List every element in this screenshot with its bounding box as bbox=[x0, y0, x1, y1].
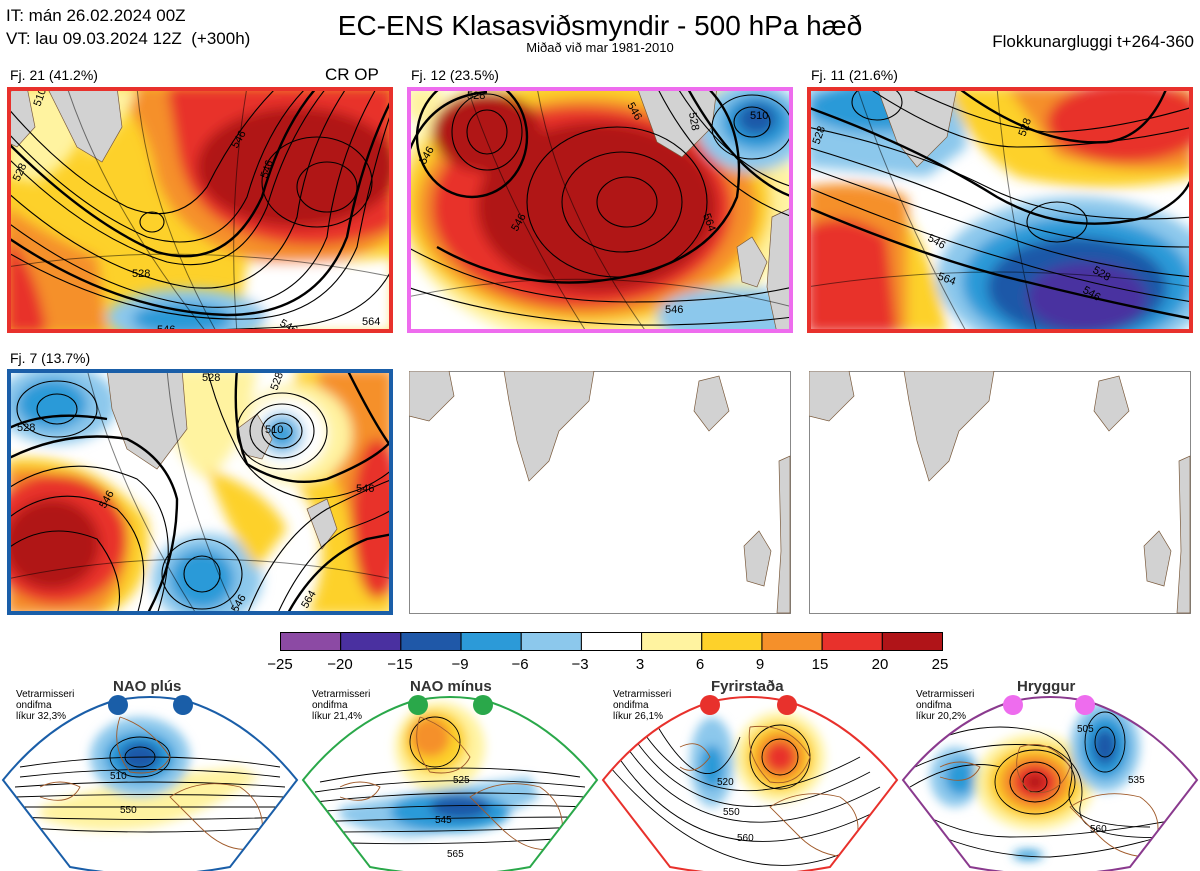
regime-2-dot bbox=[473, 695, 493, 715]
regime-contour-label: 560 bbox=[737, 833, 754, 844]
contour-label: 564 bbox=[362, 316, 380, 328]
panel-3-frame bbox=[807, 87, 1193, 333]
panel-2-frame bbox=[407, 87, 793, 333]
colorbar-cell bbox=[400, 632, 462, 651]
colorbar-cell bbox=[761, 632, 823, 651]
panel-2-label: Fj. 12 (23.5%) bbox=[411, 67, 499, 83]
regime-3-info: Vetrarmisseri ondifma líkur 26,1% bbox=[613, 689, 672, 722]
panel-1-tag: CR OP bbox=[325, 65, 379, 84]
colorbar-tick: 25 bbox=[931, 656, 949, 673]
colorbar-tick: −15 bbox=[387, 656, 413, 673]
regime-1-title: NAO plús bbox=[113, 678, 182, 695]
regime-4-outline bbox=[901, 696, 1199, 871]
contour-label: 564 bbox=[700, 212, 718, 233]
regime-2-dot bbox=[408, 695, 428, 715]
regime-1-info: Vetrarmisseri ondifma líkur 32,3% bbox=[16, 689, 75, 722]
panel-3-label: Fj. 11 (21.6%) bbox=[811, 67, 898, 83]
colorbar-cell bbox=[821, 632, 883, 651]
contour-label: 546 bbox=[259, 159, 277, 180]
colorbar-cell bbox=[520, 632, 582, 651]
regime-contour-label: 560 bbox=[1090, 824, 1107, 835]
colorbar-cell bbox=[460, 632, 522, 651]
regime-1-outline bbox=[1, 696, 299, 871]
empty-map-5 bbox=[409, 371, 791, 614]
contour-label: 528 bbox=[811, 125, 829, 146]
colorbar-cell bbox=[280, 632, 342, 651]
regime-contour-label: 535 bbox=[1128, 775, 1145, 786]
regime-contour-label: 510 bbox=[110, 771, 127, 782]
colorbar-tick: 15 bbox=[811, 656, 829, 673]
cluster-map-3: 528 528 546 564 528 546 bbox=[807, 87, 1193, 333]
empty-map-6 bbox=[809, 371, 1191, 614]
colorbar bbox=[280, 632, 944, 651]
regime-4-dot bbox=[1003, 695, 1023, 715]
contour-label: 546 bbox=[356, 483, 374, 495]
regime-3-dot bbox=[777, 695, 797, 715]
page-title: EC-ENS Klasasviðsmyndir - 500 hPa hæð bbox=[337, 10, 863, 41]
regime-4-title: Hryggur bbox=[1017, 678, 1076, 695]
regime-2-info: Vetrarmisseri ondifma líkur 21,4% bbox=[312, 689, 371, 722]
initial-time: IT: mán 26.02.2024 00Z bbox=[6, 6, 186, 25]
regime-3-dot bbox=[700, 695, 720, 715]
contour-label: 528 bbox=[1017, 117, 1035, 138]
contour-label: 528 bbox=[17, 422, 35, 434]
contour-label: 528 bbox=[467, 90, 485, 102]
cluster-map-2: 528 546 546 546 564 510 528 546 bbox=[407, 87, 793, 333]
colorbar-tick: −3 bbox=[571, 656, 589, 673]
colorbar-tick: 9 bbox=[755, 656, 765, 673]
colorbar-cell bbox=[580, 632, 643, 651]
classification-window: Flokkunargluggi t+264-360 bbox=[992, 32, 1194, 51]
regime-2-title: NAO mínus bbox=[410, 678, 492, 695]
contour-label: 564 bbox=[936, 271, 957, 289]
regime-1-dot bbox=[173, 695, 193, 715]
contour-label: 510 bbox=[750, 110, 768, 122]
valid-time: VT: lau 09.03.2024 12Z (+300h) bbox=[6, 29, 251, 48]
panel-4-frame bbox=[7, 369, 393, 615]
colorbar-tick: −20 bbox=[327, 656, 353, 673]
regime-contour-label: 565 bbox=[447, 849, 464, 860]
colorbar-tick: −9 bbox=[451, 656, 469, 673]
contour-label: 510 bbox=[265, 424, 283, 436]
regime-ridge: 505 535 560 Hryggur Vetrarmisseri ondifma… bbox=[900, 677, 1200, 871]
regime-3-title: Fyrirstaða bbox=[711, 678, 784, 695]
panel-1-frame bbox=[7, 87, 393, 333]
regime-contour-label: 545 bbox=[435, 815, 452, 826]
colorbar-cell bbox=[881, 632, 944, 651]
contour-label: 510 bbox=[32, 87, 50, 108]
colorbar-tick: −25 bbox=[267, 656, 293, 673]
regime-nao-minus: 525 545 565 NAO mínus Vetrarmisseri ondif… bbox=[300, 677, 600, 871]
contour-label: 528 bbox=[686, 111, 701, 131]
regime-contour-label: 520 bbox=[717, 777, 734, 788]
regime-2-outline bbox=[301, 696, 599, 871]
colorbar-ticks: −25 −20 −15 −9 −6 −3 3 6 9 15 20 25 bbox=[260, 656, 964, 676]
panel-1-label: Fj. 21 (41.2%) bbox=[10, 67, 98, 83]
regime-contour-label: 505 bbox=[1077, 724, 1094, 735]
cluster-map-4: 528 528 546 510 546 528 546 564 bbox=[7, 369, 393, 615]
cluster-map-1: 510 528 528 546 546 546 564 546 bbox=[7, 87, 393, 333]
regime-contour-label: 550 bbox=[120, 805, 137, 816]
regime-3-outline bbox=[601, 696, 899, 871]
contour-label: 528 bbox=[202, 372, 220, 384]
panel-4-label: Fj. 7 (13.7%) bbox=[10, 350, 91, 366]
contour-label: 528 bbox=[269, 371, 287, 392]
regime-contour-label: 550 bbox=[723, 807, 740, 818]
colorbar-tick: −6 bbox=[511, 656, 529, 673]
regime-1-dot bbox=[108, 695, 128, 715]
colorbar-cell bbox=[340, 632, 402, 651]
regime-nao-plus: 510 550 NAO plús Vetrarmisseri ondifma lík… bbox=[0, 677, 300, 871]
colorbar-tick: 3 bbox=[635, 656, 645, 673]
colorbar-tick: 20 bbox=[871, 656, 889, 673]
colorbar-cell bbox=[701, 632, 763, 651]
page-subtitle: Miðað við mar 1981-2010 bbox=[526, 40, 674, 55]
regime-blocking: 520 550 560 Fyrirstaða Vetrarmisseri ondi… bbox=[600, 677, 900, 871]
regime-4-info: Vetrarmisseri ondifma líkur 20,2% bbox=[916, 689, 975, 722]
contour-label: 546 bbox=[665, 304, 683, 316]
regime-contour-label: 525 bbox=[453, 775, 470, 786]
colorbar-tick: 6 bbox=[695, 656, 705, 673]
colorbar-cell bbox=[641, 632, 703, 651]
contour-label: 546 bbox=[157, 324, 175, 333]
contour-label: 528 bbox=[132, 268, 150, 280]
regime-4-dot bbox=[1075, 695, 1095, 715]
